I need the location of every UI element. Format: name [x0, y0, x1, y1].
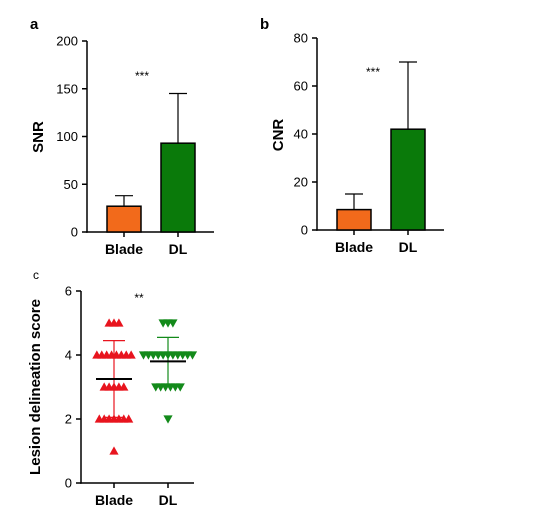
panel-a-category-label: DL — [169, 241, 188, 257]
panel-a-bar-blade — [106, 205, 142, 233]
panel-b-category-label: DL — [399, 239, 418, 255]
panel-a-y-axis-label: SNR — [30, 121, 47, 153]
panel-a-y-tick-label: 0 — [71, 225, 78, 240]
panel-c-lesion-score-chart: c Lesion delineation score ** 0 2 4 6 Blade D… — [27, 268, 198, 508]
panel-b-y-tick-label: 20 — [294, 175, 308, 190]
panel-b-letter: b — [260, 16, 269, 33]
panel-c-category-label: Blade — [95, 492, 133, 508]
panel-c-y-tick-label: 0 — [65, 476, 72, 491]
panel-a-y-tick-label: 100 — [56, 129, 78, 144]
panel-c-point-blade — [114, 318, 124, 327]
panel-c-y-tick-label: 2 — [65, 412, 72, 427]
panel-c-y-axis-label: Lesion delineation score — [27, 299, 44, 475]
panel-c-point-dl — [187, 351, 198, 360]
panel-a-snr-chart: a SNR *** 0 50 100 150 200 Blade DL — [30, 16, 214, 257]
panel-b-cnr-chart: b CNR *** 0 20 40 60 80 Blade DL — [260, 16, 444, 255]
panel-a-y-tick-label: 150 — [56, 81, 78, 96]
panel-c-y-tick-label: 6 — [65, 284, 72, 299]
panel-c-point-blade — [124, 414, 134, 423]
panel-b-y-axis-label: CNR — [270, 119, 287, 152]
panel-c-significance: ** — [134, 291, 144, 305]
panel-b-y-tick-label: 40 — [294, 127, 308, 142]
panel-a-significance: *** — [135, 69, 149, 83]
panel-c-point-dl — [163, 415, 173, 424]
panel-c-point-blade — [119, 382, 129, 391]
panel-c-y-tick-label: 4 — [65, 348, 72, 363]
panel-a-bar-dl — [160, 142, 196, 233]
panel-b-bar-dl — [390, 128, 426, 231]
panel-a-y-tick-label: 50 — [64, 177, 78, 192]
panel-a-y-tick-label: 200 — [56, 34, 78, 49]
panel-b-bar-blade — [336, 208, 372, 231]
panel-c-letter: c — [33, 268, 39, 282]
panel-c-point-blade — [126, 350, 136, 359]
panel-c-point-blade — [109, 446, 119, 455]
panel-b-y-tick-label: 80 — [294, 31, 308, 46]
panel-a-category-label: Blade — [105, 241, 143, 257]
panel-b-y-tick-label: 60 — [294, 79, 308, 94]
panel-c-category-label: DL — [159, 492, 178, 508]
panel-b-y-tick-label: 0 — [301, 223, 308, 238]
panel-a-letter: a — [30, 16, 39, 33]
panel-b-category-label: Blade — [335, 239, 373, 255]
panel-b-significance: *** — [366, 65, 380, 79]
panel-c-point-dl — [168, 319, 178, 328]
